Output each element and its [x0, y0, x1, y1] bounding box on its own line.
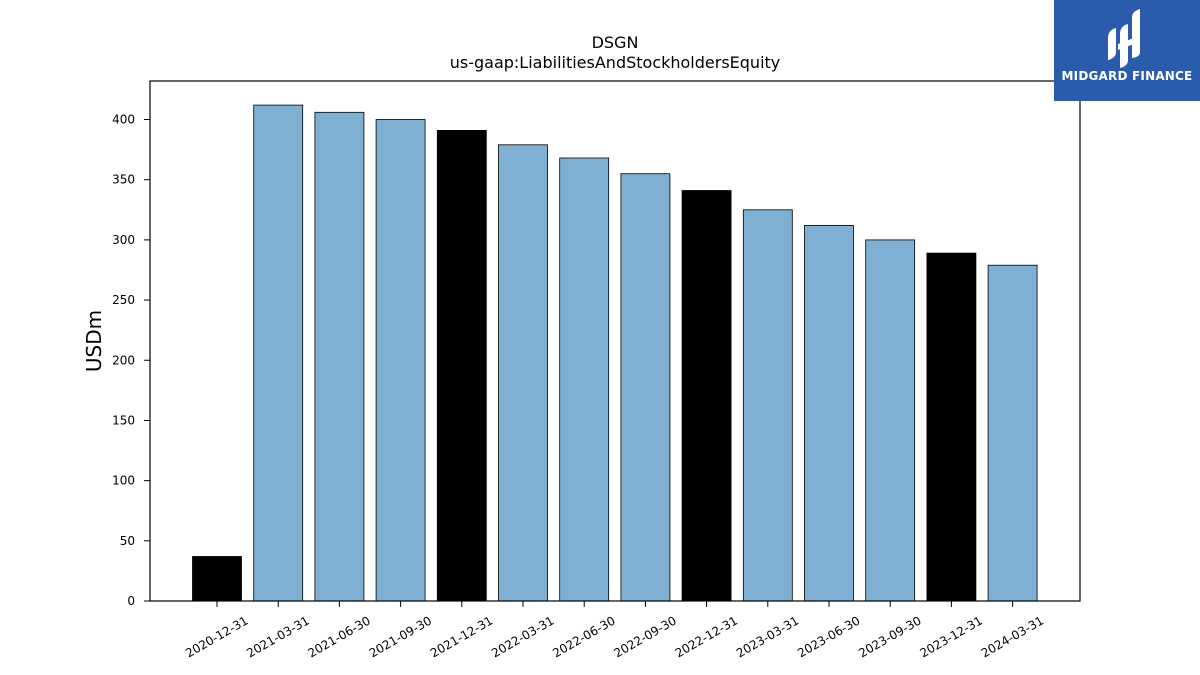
y-axis-label: USDm	[82, 310, 106, 372]
midgard-logo-icon	[1108, 9, 1140, 68]
y-ticks-group: 0 50 100 150 200 250 300 350 400	[112, 113, 150, 608]
bar-2021-06-30	[314, 111, 365, 602]
y-tick-label: 50	[120, 534, 135, 548]
bars-group	[192, 104, 1038, 602]
y-tick-label: 300	[112, 233, 135, 247]
y-tick-label: 250	[112, 293, 135, 307]
x-tick-label: 2021-03-31	[244, 613, 311, 660]
bar-2022-12-31	[681, 190, 732, 602]
bar-2023-06-30	[804, 224, 854, 602]
plot-frame	[149, 80, 1081, 602]
bar-2023-09-30	[865, 239, 916, 602]
bar-2021-09-30	[375, 119, 426, 602]
bar-2022-03-31	[498, 144, 548, 602]
y-tick-label: 150	[112, 413, 135, 427]
bar-2023-12-31	[926, 252, 977, 602]
x-ticks-group: 2020-12-312021-03-312021-06-302021-09-30…	[183, 601, 1046, 660]
y-tick-label: 100	[112, 474, 135, 488]
bar-2020-12-31	[192, 556, 242, 602]
logo-text: MIDGARD FINANCE	[1061, 69, 1193, 83]
x-tick-label: 2022-09-30	[611, 613, 678, 660]
x-tick-label: 2020-12-31	[183, 613, 250, 660]
y-tick-label: 400	[112, 113, 135, 127]
x-tick-label: 2023-12-31	[917, 613, 984, 660]
bar-2021-03-31	[253, 104, 304, 602]
y-tick-label: 0	[127, 594, 135, 608]
x-tick-label: 2021-06-30	[305, 613, 372, 660]
bar-2022-09-30	[620, 173, 671, 602]
x-tick-label: 2024-03-31	[979, 613, 1046, 660]
x-tick-label: 2023-09-30	[856, 613, 923, 660]
y-tick-label: 200	[112, 353, 135, 367]
chart-title: DSGN	[592, 33, 639, 52]
x-tick-label: 2023-06-30	[795, 613, 862, 660]
x-tick-label: 2022-06-30	[550, 613, 617, 660]
x-tick-label: 2022-12-31	[673, 613, 740, 660]
bar-2024-03-31	[987, 264, 1038, 602]
x-tick-label: 2021-09-30	[367, 613, 434, 660]
y-tick-label: 350	[112, 173, 135, 187]
x-tick-label: 2021-12-31	[428, 613, 495, 660]
midgard-finance-logo: MIDGARD FINANCE	[1054, 0, 1200, 101]
x-tick-label: 2023-03-31	[734, 613, 801, 660]
x-tick-label: 2022-03-31	[489, 613, 556, 660]
bar-2023-03-31	[742, 209, 793, 602]
chart-subtitle: us-gaap:LiabilitiesAndStockholdersEquity	[450, 53, 781, 72]
bar-2021-12-31	[436, 129, 487, 602]
bar-2022-06-30	[559, 157, 610, 602]
